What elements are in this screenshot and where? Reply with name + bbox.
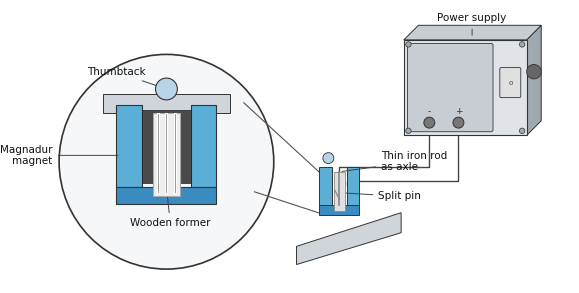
Circle shape (519, 128, 525, 134)
Circle shape (527, 64, 541, 79)
Text: Wooden former: Wooden former (130, 190, 211, 228)
Polygon shape (116, 187, 217, 204)
Text: o: o (508, 80, 512, 86)
Polygon shape (347, 167, 360, 205)
Circle shape (156, 78, 177, 100)
Polygon shape (527, 25, 541, 135)
Text: Thin iron rod
as axle: Thin iron rod as axle (342, 151, 448, 173)
Polygon shape (142, 110, 191, 183)
Polygon shape (334, 172, 345, 211)
Polygon shape (296, 213, 401, 265)
Text: +: + (455, 107, 462, 116)
Polygon shape (191, 105, 217, 187)
Circle shape (323, 153, 334, 163)
Text: Magnadur
magnet: Magnadur magnet (0, 144, 118, 166)
Circle shape (453, 117, 464, 128)
Circle shape (424, 117, 435, 128)
Circle shape (406, 42, 411, 47)
Polygon shape (102, 94, 230, 113)
Circle shape (59, 54, 274, 269)
Text: Thumbtack: Thumbtack (87, 67, 164, 88)
Polygon shape (319, 167, 332, 205)
Text: Split pin: Split pin (342, 191, 422, 201)
Circle shape (406, 128, 411, 134)
Polygon shape (404, 40, 527, 135)
Circle shape (519, 42, 525, 47)
Polygon shape (153, 113, 180, 196)
Text: -: - (428, 107, 431, 116)
Polygon shape (404, 25, 541, 40)
Text: Power supply: Power supply (438, 13, 507, 35)
Polygon shape (319, 205, 360, 214)
FancyBboxPatch shape (500, 68, 521, 98)
FancyBboxPatch shape (408, 43, 493, 132)
Polygon shape (116, 105, 142, 187)
